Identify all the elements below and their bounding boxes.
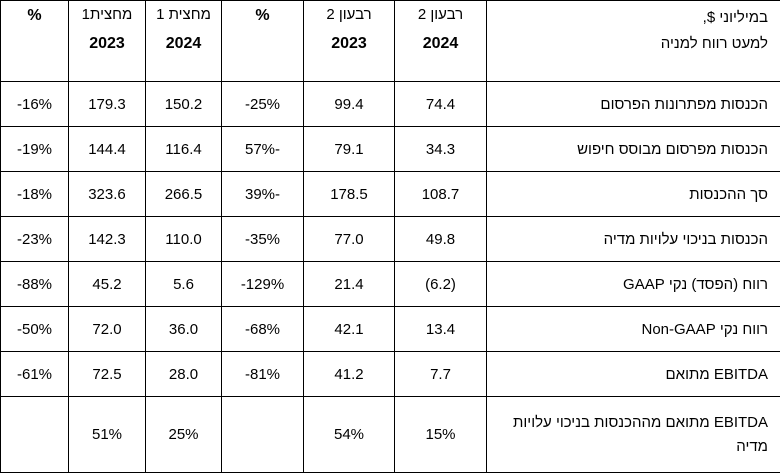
cell-h-pct: -16% — [1, 82, 69, 127]
cell-q-pct: -129% — [222, 262, 304, 307]
header-h1-2023-year: 2023 — [69, 33, 145, 55]
cell-h1-2024: 266.5 — [146, 172, 222, 217]
cell-h-pct: -19% — [1, 127, 69, 172]
header-h-pct: % — [1, 1, 69, 82]
table-header-row: במיליוני $, למעט רווח למניה רבעון 2 2024… — [1, 1, 780, 82]
cell-q2-2023: 42.1 — [304, 307, 395, 352]
cell-h1-2023: 72.0 — [69, 307, 146, 352]
cell-q-pct-value: 39%- — [245, 186, 280, 203]
header-h1-2024: מחצית 1 2024 — [146, 1, 222, 82]
cell-h1-2023: 72.5 — [69, 352, 146, 397]
table-row: רווח נקי Non-GAAP 13.4 42.1 -68% 36.0 72… — [1, 307, 780, 352]
header-h1-2023-period: מחצית1 — [69, 5, 145, 25]
cell-q2-2024: 74.4 — [395, 82, 487, 127]
cell-q2-2024: 34.3 — [395, 127, 487, 172]
cell-q-pct: -81% — [222, 352, 304, 397]
cell-h-pct: -18% — [1, 172, 69, 217]
cell-h-pct-value: -18% — [17, 186, 52, 203]
header-h1-2023: מחצית1 2023 — [69, 1, 146, 82]
row-label: הכנסות מפרסום מבוסס חיפוש — [487, 127, 780, 172]
cell-q-pct — [222, 397, 304, 473]
cell-h1-2024: 5.6 — [146, 262, 222, 307]
row-label: רווח נקי Non-GAAP — [487, 307, 780, 352]
header-q2-2024: רבעון 2 2024 — [395, 1, 487, 82]
cell-h1-2023: 144.4 — [69, 127, 146, 172]
header-q2-2024-year: 2024 — [395, 33, 486, 55]
cell-h-pct — [1, 397, 69, 473]
cell-h1-2023: 142.3 — [69, 217, 146, 262]
cell-q-pct: -35% — [222, 217, 304, 262]
cell-q2-2024: 15% — [395, 397, 487, 473]
cell-h-pct-value: -23% — [17, 231, 52, 248]
header-units-cell: במיליוני $, למעט רווח למניה — [487, 1, 780, 82]
cell-q-pct-value: -35% — [245, 231, 280, 248]
cell-h1-2024: 150.2 — [146, 82, 222, 127]
cell-h1-2024: 28.0 — [146, 352, 222, 397]
cell-q-pct: 39%- — [222, 172, 304, 217]
header-q2-2024-period: רבעון 2 — [395, 5, 486, 25]
table-row: סך ההכנסות 108.7 178.5 39%- 266.5 323.6 … — [1, 172, 780, 217]
header-h1-2024-period: מחצית 1 — [146, 5, 221, 25]
cell-q-pct: -25% — [222, 82, 304, 127]
cell-q2-2023: 77.0 — [304, 217, 395, 262]
table-row: הכנסות בניכוי עלויות מדיה 49.8 77.0 -35%… — [1, 217, 780, 262]
header-h-pct-label: % — [1, 5, 68, 27]
header-q-pct: % — [222, 1, 304, 82]
header-q2-2023-year: 2023 — [304, 33, 394, 55]
cell-h-pct-value: -50% — [17, 321, 52, 338]
cell-h1-2024: 116.4 — [146, 127, 222, 172]
cell-q2-2024: 13.4 — [395, 307, 487, 352]
row-label: רווח (הפסד) נקי GAAP — [487, 262, 780, 307]
cell-q2-2024: (6.2) — [395, 262, 487, 307]
row-label: הכנסות מפתרונות הפרסום — [487, 82, 780, 127]
cell-h-pct: -23% — [1, 217, 69, 262]
table-row: EBITDA מתואם 7.7 41.2 -81% 28.0 72.5 -61… — [1, 352, 780, 397]
header-q2-2023: רבעון 2 2023 — [304, 1, 395, 82]
row-label: EBITDA מתואם מההכנסות בניכוי עלויות מדיה — [487, 397, 780, 473]
cell-q2-2023: 21.4 — [304, 262, 395, 307]
cell-q-pct: 57%- — [222, 127, 304, 172]
table-row: הכנסות מפרסום מבוסס חיפוש 34.3 79.1 57%-… — [1, 127, 780, 172]
cell-q-pct-value: -81% — [245, 366, 280, 383]
cell-h-pct-value: -61% — [17, 366, 52, 383]
cell-q-pct: -68% — [222, 307, 304, 352]
cell-h-pct-value: -19% — [17, 141, 52, 158]
header-units-line1: במיליוני $, — [487, 5, 768, 31]
cell-h-pct-value: -16% — [17, 96, 52, 113]
cell-h1-2023: 45.2 — [69, 262, 146, 307]
cell-h-pct: -88% — [1, 262, 69, 307]
cell-h-pct-value: -88% — [17, 276, 52, 293]
cell-q-pct-value: -68% — [245, 321, 280, 338]
cell-q2-2023: 41.2 — [304, 352, 395, 397]
table-row: רווח (הפסד) נקי GAAP (6.2) 21.4 -129% 5.… — [1, 262, 780, 307]
cell-q2-2024: 7.7 — [395, 352, 487, 397]
cell-q2-2023: 178.5 — [304, 172, 395, 217]
cell-q2-2024: 49.8 — [395, 217, 487, 262]
cell-q2-2024: 108.7 — [395, 172, 487, 217]
cell-h1-2024: 110.0 — [146, 217, 222, 262]
cell-q-pct-value: -25% — [245, 96, 280, 113]
row-label: סך ההכנסות — [487, 172, 780, 217]
cell-h-pct: -61% — [1, 352, 69, 397]
cell-h1-2024: 25% — [146, 397, 222, 473]
cell-q-pct-value: -129% — [241, 276, 284, 293]
cell-h1-2023: 323.6 — [69, 172, 146, 217]
table-row-margin: EBITDA מתואם מההכנסות בניכוי עלויות מדיה… — [1, 397, 780, 473]
header-units-line2: למעט רווח למניה — [487, 31, 768, 57]
row-label: הכנסות בניכוי עלויות מדיה — [487, 217, 780, 262]
cell-h-pct: -50% — [1, 307, 69, 352]
cell-q2-2023: 79.1 — [304, 127, 395, 172]
cell-q-pct-value: 57%- — [245, 141, 280, 158]
cell-h1-2023: 179.3 — [69, 82, 146, 127]
table-row: הכנסות מפתרונות הפרסום 74.4 99.4 -25% 15… — [1, 82, 780, 127]
cell-h1-2024: 36.0 — [146, 307, 222, 352]
header-q-pct-label: % — [222, 5, 303, 27]
cell-h1-2023: 51% — [69, 397, 146, 473]
cell-q2-2023: 54% — [304, 397, 395, 473]
header-h1-2024-year: 2024 — [146, 33, 221, 55]
header-q2-2023-period: רבעון 2 — [304, 5, 394, 25]
row-label: EBITDA מתואם — [487, 352, 780, 397]
cell-q2-2023: 99.4 — [304, 82, 395, 127]
